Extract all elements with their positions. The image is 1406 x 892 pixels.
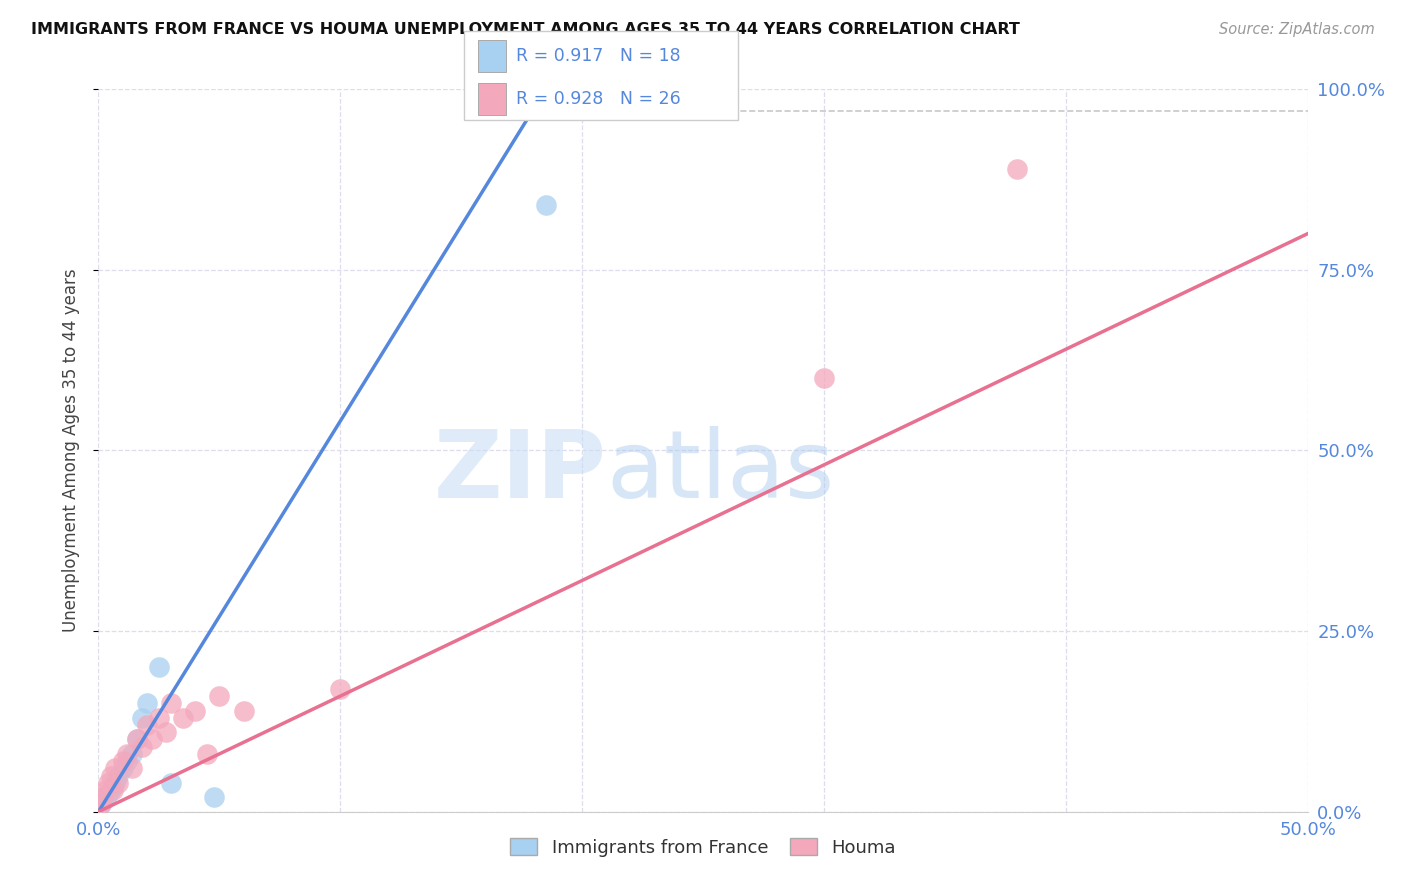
Point	[90, 797, 112, 812]
Text: IMMIGRANTS FROM FRANCE VS HOUMA UNEMPLOYMENT AMONG AGES 35 TO 44 YEARS CORRELATI: IMMIGRANTS FROM FRANCE VS HOUMA UNEMPLOY…	[31, 22, 1019, 37]
Point	[94, 790, 117, 805]
Text: ZIP: ZIP	[433, 426, 606, 518]
Point	[94, 783, 117, 797]
Point	[111, 754, 134, 768]
Point	[131, 711, 153, 725]
Point	[127, 732, 149, 747]
Point	[91, 794, 114, 808]
Point	[107, 769, 129, 783]
Point	[91, 790, 114, 805]
Point	[1007, 161, 1029, 176]
Point	[100, 769, 122, 783]
Point	[148, 711, 170, 725]
Point	[135, 718, 157, 732]
Point	[208, 689, 231, 703]
Point	[127, 732, 149, 747]
Point	[90, 797, 112, 812]
Point	[172, 711, 194, 725]
Legend: Immigrants from France, Houma: Immigrants from France, Houma	[503, 830, 903, 864]
Point	[204, 790, 226, 805]
Point	[195, 747, 218, 761]
Text: R = 0.928   N = 26: R = 0.928 N = 26	[516, 90, 681, 108]
Point	[104, 761, 127, 775]
Point	[135, 696, 157, 710]
Point	[329, 681, 352, 696]
Point	[121, 747, 143, 761]
Point	[121, 761, 143, 775]
Text: R = 0.917   N = 18: R = 0.917 N = 18	[516, 47, 681, 65]
Point	[97, 776, 120, 790]
Point	[534, 198, 557, 212]
Point	[131, 739, 153, 754]
Text: atlas: atlas	[606, 426, 835, 518]
Point	[97, 787, 120, 801]
Point	[101, 783, 124, 797]
Point	[107, 776, 129, 790]
Point	[101, 780, 124, 794]
Point	[117, 747, 139, 761]
Point	[111, 761, 134, 775]
Point	[141, 732, 163, 747]
Y-axis label: Unemployment Among Ages 35 to 44 years: Unemployment Among Ages 35 to 44 years	[62, 268, 80, 632]
Point	[117, 754, 139, 768]
Point	[104, 776, 127, 790]
Point	[160, 776, 183, 790]
Point	[813, 371, 835, 385]
Point	[232, 704, 254, 718]
Text: Source: ZipAtlas.com: Source: ZipAtlas.com	[1219, 22, 1375, 37]
Point	[184, 704, 207, 718]
Point	[160, 696, 183, 710]
Point	[148, 660, 170, 674]
Point	[155, 725, 177, 739]
Point	[100, 783, 122, 797]
